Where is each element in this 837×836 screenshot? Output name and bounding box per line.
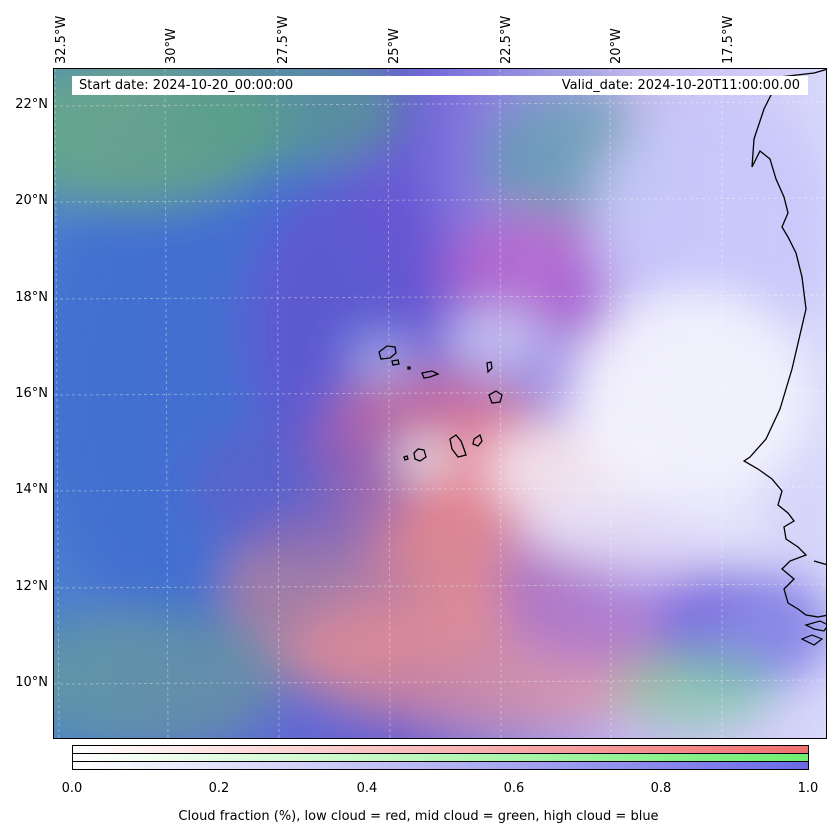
island-boa-vista	[488, 390, 503, 404]
coastline-inlet	[813, 560, 826, 566]
cloud-field	[54, 69, 826, 738]
african-coastline	[742, 69, 826, 618]
colorbar-tick-2: 0.4	[356, 781, 378, 796]
island-santa-luzia	[407, 366, 411, 370]
lon-label-17-5w: 17.5°W	[721, 15, 736, 64]
island-santiago	[449, 434, 467, 458]
map-canvas	[54, 69, 826, 738]
bijagos-island-1	[804, 620, 826, 632]
lat-label-10n: 10°N	[15, 675, 48, 690]
island-brava	[403, 455, 409, 461]
cloud-fraction-map[interactable]	[53, 68, 827, 739]
lon-label-30w: 30°W	[164, 28, 179, 64]
colorbar-tick-1: 0.2	[208, 781, 230, 796]
colorbar-high-cloud	[72, 761, 809, 770]
colorbar-mid-cloud	[72, 753, 809, 762]
lon-label-22-5w: 22.5°W	[499, 15, 514, 64]
lat-label-12n: 12°N	[15, 579, 48, 594]
lat-label-18n: 18°N	[15, 290, 48, 305]
valid-date-label: Valid_date: 2024-10-20T11:00:00.00	[452, 76, 808, 95]
lon-label-25w: 25°W	[387, 28, 402, 64]
lat-label-22n: 22°N	[15, 97, 48, 112]
lat-label-16n: 16°N	[15, 386, 48, 401]
island-sal	[486, 361, 493, 374]
colorbar-tick-4: 0.8	[650, 781, 672, 796]
lon-label-27-5w: 27.5°W	[276, 15, 291, 64]
island-santo-antao	[378, 345, 397, 360]
island-sao-nicolau	[421, 370, 440, 379]
start-date-label: Start date: 2024-10-20_00:00:00	[72, 76, 452, 95]
island-sao-vicente	[391, 359, 400, 366]
lon-label-20w: 20°W	[609, 28, 624, 64]
lat-label-14n: 14°N	[15, 482, 48, 497]
lat-label-20n: 20°N	[15, 193, 48, 208]
colorbar-tick-0: 0.0	[61, 781, 83, 796]
cape-verde-islands	[378, 345, 503, 462]
colorbar	[72, 745, 809, 770]
colorbar-low-cloud	[72, 745, 809, 754]
colorbar-title: Cloud fraction (%), low cloud = red, mid…	[178, 809, 659, 824]
bijagos-island-2	[800, 634, 824, 646]
colorbar-tick-5: 1.0	[797, 781, 819, 796]
graticule	[54, 69, 826, 738]
island-fogo	[413, 448, 427, 462]
lon-label-32-5w: 32.5°W	[54, 15, 69, 64]
colorbar-tick-3: 0.6	[503, 781, 525, 796]
island-maio	[472, 433, 483, 447]
